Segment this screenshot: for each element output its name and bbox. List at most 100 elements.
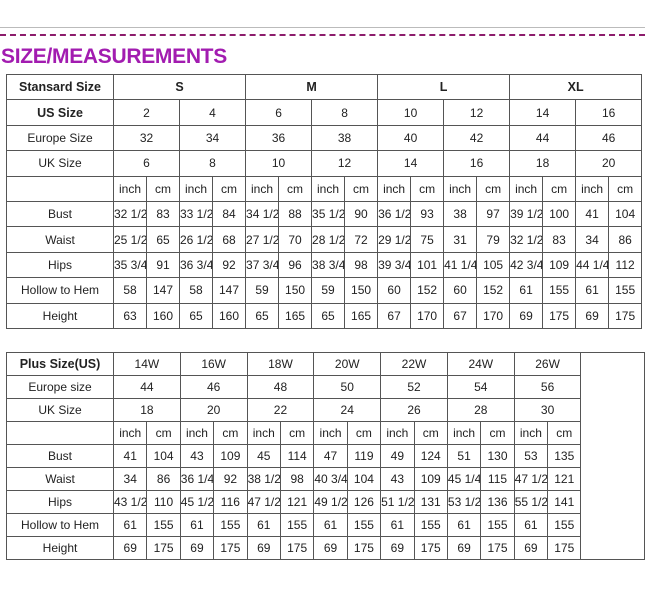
measurement-value: 69 [313, 536, 348, 560]
plus-size-header: 16W [179, 352, 248, 376]
measurement-value: 32 1/2 [509, 226, 544, 253]
row-label [6, 421, 114, 445]
measurement-value: 61 [179, 513, 215, 537]
size-value: 30 [513, 398, 582, 422]
measurement-value: 41 [112, 444, 148, 468]
measurement-value: 70 [278, 226, 313, 253]
measurement-value: 53 1/2 [446, 490, 482, 514]
row-label: Bust [6, 200, 114, 228]
measurement-value: 41 1/4 [443, 251, 478, 279]
page-title: SIZE/MEASUREMENTS [1, 45, 227, 68]
size-value: 8 [311, 99, 379, 126]
measurement-value: 86 [608, 226, 643, 253]
measurement-value: 92 [211, 251, 247, 279]
top-divider [0, 27, 645, 28]
row-label: Bust [6, 444, 114, 468]
measurement-row: Waist 25 1/2 65 26 1/2 68 27 1/2 70 28 1/2 72 29 … [6, 226, 643, 253]
measurement-value: 90 [344, 200, 379, 228]
unit-label: cm [476, 175, 511, 202]
measurement-value: 155 [547, 513, 582, 537]
size-value: 12 [311, 150, 379, 177]
size-value: 36 [245, 124, 313, 152]
measurement-value: 61 [380, 513, 415, 537]
measurement-value: 44 1/4 [575, 251, 610, 279]
measurement-value: 83 [146, 200, 180, 228]
measurement-value: 39 3/4 [377, 251, 412, 279]
size-value: 44 [509, 124, 577, 152]
measurement-value: 45 1/4 [446, 467, 482, 491]
unit-label: cm [547, 421, 582, 445]
row-label: Hollow to Hem [6, 513, 114, 537]
unit-label: cm [413, 421, 448, 445]
measurement-row: Hips 43 1/2 110 45 1/2 116 47 1/2 121 49 1/2 126… [6, 490, 645, 514]
measurement-value: 109 [213, 444, 248, 468]
measurement-row: Hollow to Hem 61 155 61 155 61 155 61 155 61 155 61… [6, 513, 645, 537]
measurement-value: 92 [213, 467, 248, 491]
row-label: Hips [6, 490, 114, 514]
measurement-value: 96 [278, 251, 313, 279]
measurement-value: 150 [278, 277, 313, 304]
measurement-value: 98 [344, 251, 379, 279]
size-value: 20 [179, 398, 248, 422]
size-value: 6 [113, 150, 180, 177]
measurement-value: 126 [346, 490, 382, 514]
plus-size-header: 22W [380, 352, 448, 376]
measurement-value: 69 [246, 536, 281, 560]
unit-label: cm [410, 175, 445, 202]
size-value: 16 [575, 99, 643, 126]
measurement-value: 98 [279, 467, 315, 491]
measurement-value: 61 [313, 513, 348, 537]
measurement-value: 155 [608, 277, 643, 304]
unit-label: cm [542, 175, 577, 202]
measurement-value: 69 [509, 302, 544, 329]
unit-label: cm [608, 175, 643, 202]
plus-size-header: 26W [513, 352, 582, 376]
measurement-row: Bust 32 1/2 83 33 1/2 84 34 1/2 88 35 1/2 90 36 1… [6, 200, 643, 228]
measurement-value: 104 [146, 444, 181, 468]
plus-size-table: Plus Size(US) 14W 16W 18W 20W 22W 24W 26W Europe… [6, 352, 645, 560]
measurement-row: Height 63 160 65 160 65 165 65 165 67 170 67 170 69 17… [6, 302, 643, 329]
measurement-value: 47 [313, 444, 348, 468]
measurement-value: 155 [213, 513, 248, 537]
measurement-value: 175 [413, 536, 448, 560]
unit-label: cm [480, 421, 515, 445]
measurement-value: 170 [476, 302, 511, 329]
row-label: Hips [6, 251, 114, 279]
measurement-value: 43 [179, 444, 215, 468]
measurement-value: 170 [410, 302, 445, 329]
measurement-value: 49 1/2 [313, 490, 348, 514]
size-group-header: L [377, 73, 511, 101]
unit-label: inch [179, 421, 215, 445]
measurement-value: 36 3/4 [179, 251, 213, 279]
measurement-value: 38 3/4 [311, 251, 346, 279]
measurement-value: 104 [346, 467, 382, 491]
measurement-value: 60 [443, 277, 478, 304]
measurement-value: 58 [179, 277, 213, 304]
plus-size-header: 14W [113, 352, 181, 376]
measurement-value: 175 [146, 536, 181, 560]
measurement-value: 68 [211, 226, 247, 253]
measurement-value: 61 [112, 513, 148, 537]
measurement-value: 141 [547, 490, 582, 514]
measurement-value: 43 [380, 467, 415, 491]
measurement-value: 121 [547, 467, 582, 491]
measurement-value: 59 [311, 277, 346, 304]
unit-label: inch [446, 421, 482, 445]
size-value: 2 [113, 99, 180, 126]
standard-size-table: Stansard Size S M L XL US Size 2 4 6 8 10 12 14 16 Eur… [6, 73, 643, 329]
plus-size-header: 24W [446, 352, 515, 376]
measurement-value: 47 1/2 [513, 467, 549, 491]
measurement-value: 65 [146, 226, 180, 253]
measurement-value: 175 [213, 536, 248, 560]
size-value: 26 [380, 398, 448, 422]
size-group-header: S [112, 73, 247, 101]
measurement-value: 79 [476, 226, 511, 253]
measurement-value: 45 1/2 [179, 490, 215, 514]
measurement-value: 114 [279, 444, 315, 468]
row-label: Europe size [6, 375, 114, 399]
measurement-value: 35 3/4 [113, 251, 147, 279]
size-value: 50 [313, 375, 382, 399]
size-value: 8 [178, 150, 247, 177]
unit-label: inch [245, 175, 280, 202]
size-value: 46 [179, 375, 248, 399]
